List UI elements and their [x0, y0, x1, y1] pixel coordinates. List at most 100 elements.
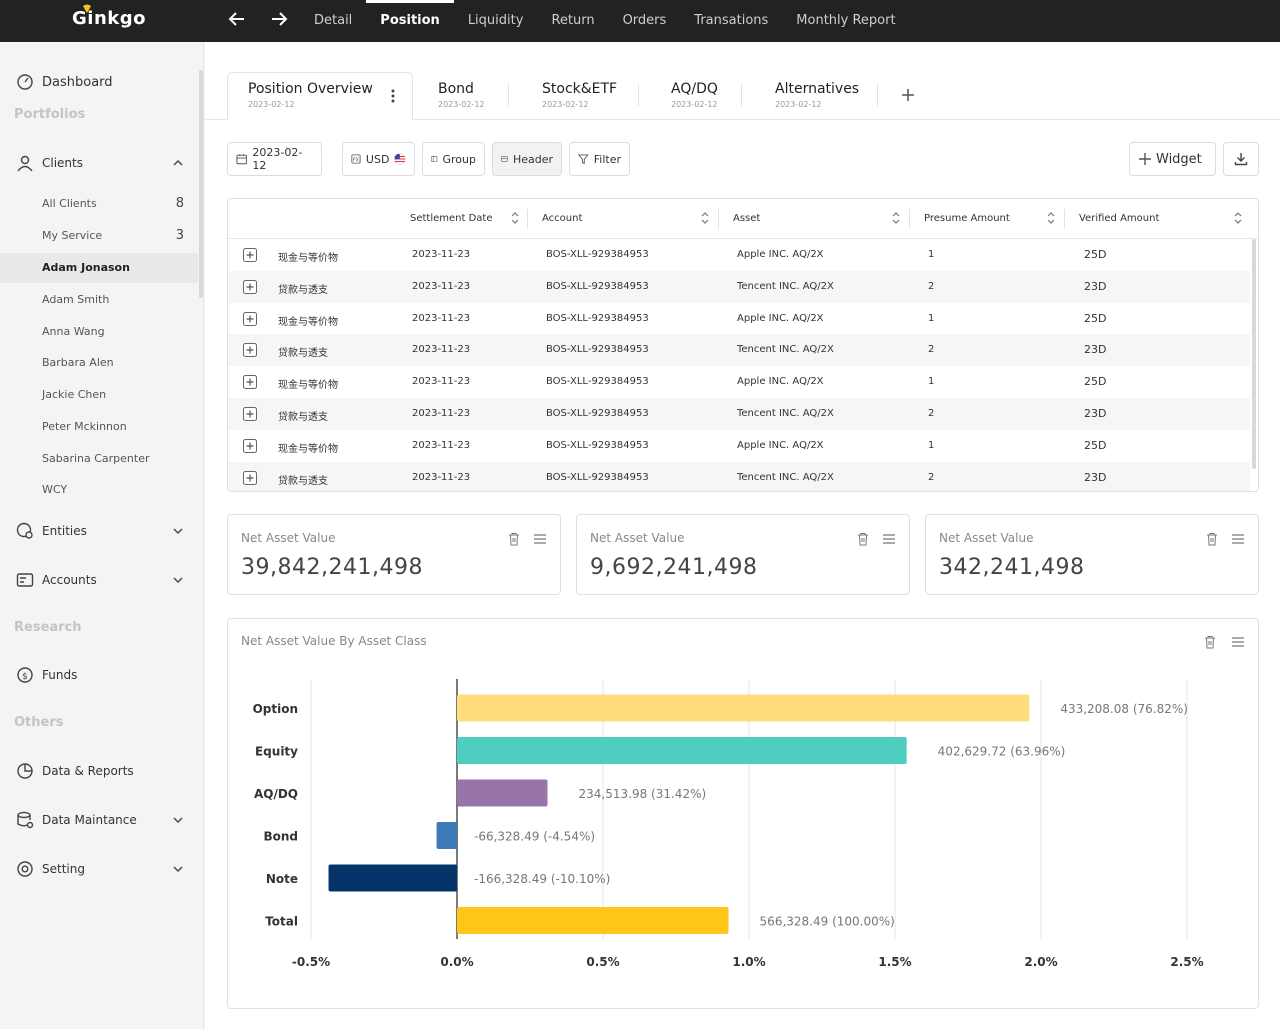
currency-button[interactable]: FX USD — [342, 142, 415, 176]
trash-icon[interactable] — [857, 532, 869, 546]
tab-divider — [877, 84, 878, 106]
client-item[interactable]: Sabarina Carpenter — [0, 444, 198, 474]
menu-icon[interactable] — [883, 533, 895, 545]
bar-note — [328, 864, 457, 892]
sort-icon[interactable] — [1233, 209, 1243, 227]
menu-icon[interactable] — [1232, 533, 1244, 545]
client-item[interactable]: Anna Wang — [0, 317, 198, 347]
tab-alternatives[interactable]: Alternatives 2023-02-12 — [775, 72, 859, 120]
add-widget-button[interactable]: Widget — [1129, 142, 1216, 176]
chevron-up-icon[interactable] — [172, 157, 184, 169]
chevron-down-icon[interactable] — [172, 574, 184, 586]
app-logo[interactable]: Ginkgo — [72, 4, 146, 29]
sort-icon[interactable] — [891, 209, 901, 227]
forward-arrow-icon[interactable] — [269, 9, 289, 34]
table-row[interactable]: 现金与等价物 2023-11-23 BOS-XLL-929384953 Apple I… — [228, 430, 1250, 462]
chevron-down-icon[interactable] — [172, 863, 184, 875]
tab-stock-etf[interactable]: Stock&ETF 2023-02-12 — [542, 72, 617, 120]
menu-icon[interactable] — [534, 533, 546, 545]
client-item[interactable]: Adam Jonason — [0, 253, 198, 283]
download-button[interactable] — [1223, 142, 1259, 176]
category-label: Note — [266, 872, 298, 886]
sidebar-item-accounts[interactable]: Accounts — [0, 570, 198, 590]
client-item[interactable]: Peter Mckinnon — [0, 412, 198, 442]
sort-icon[interactable] — [1046, 209, 1056, 227]
col-presume-amount[interactable]: Presume Amount — [924, 213, 1010, 224]
group-button[interactable]: Group — [422, 142, 485, 176]
nav-transations[interactable]: Transations — [694, 13, 769, 28]
date-picker-button[interactable]: 2023-02-12 — [227, 142, 322, 176]
client-item[interactable]: All Clients 8 — [0, 189, 198, 219]
table-row[interactable]: 贷款与透支 2023-11-23 BOS-XLL-929384953 Tencent … — [228, 270, 1250, 303]
dashboard-icon — [17, 74, 33, 90]
row-settlement-date: 2023-11-23 — [412, 471, 471, 483]
sidebar-item-data-maintance[interactable]: Data Maintance — [0, 810, 198, 830]
chevron-down-icon[interactable] — [172, 814, 184, 826]
chevron-down-icon[interactable] — [172, 525, 184, 537]
nav-liquidity[interactable]: Liquidity — [467, 13, 524, 28]
expand-row-icon[interactable] — [243, 470, 257, 485]
table-row[interactable]: 现金与等价物 2023-11-23 BOS-XLL-929384953 Apple I… — [228, 239, 1250, 271]
header-button[interactable]: Header — [492, 142, 562, 176]
filter-button[interactable]: Filter — [569, 142, 630, 176]
x-tick-label: 2.0% — [1024, 955, 1057, 969]
expand-row-icon[interactable] — [243, 407, 257, 421]
more-vertical-icon[interactable] — [391, 89, 395, 103]
user-icon — [17, 155, 33, 172]
client-item[interactable]: Barbara Alen — [0, 348, 198, 378]
col-account[interactable]: Account — [542, 213, 583, 224]
back-arrow-icon[interactable] — [227, 9, 247, 34]
sidebar-item-entities[interactable]: Entities — [0, 521, 198, 541]
client-label: Sabarina Carpenter — [42, 452, 150, 465]
row-asset: Apple INC. AQ/2X — [737, 249, 824, 260]
nav-return[interactable]: Return — [551, 13, 595, 28]
table-row[interactable]: 现金与等价物 2023-11-23 BOS-XLL-929384953 Apple I… — [228, 366, 1250, 398]
column-divider — [1064, 209, 1065, 229]
table-row[interactable]: 贷款与透支 2023-11-23 BOS-XLL-929384953 Tencent … — [228, 398, 1250, 430]
trash-icon[interactable] — [508, 532, 520, 546]
col-asset[interactable]: Asset — [733, 213, 761, 224]
x-tick-label: 0.5% — [586, 955, 619, 969]
col-verified-amount[interactable]: Verified Amount — [1079, 213, 1160, 224]
add-tab-icon[interactable] — [901, 88, 915, 102]
client-label: My Service — [42, 229, 103, 242]
expand-row-icon[interactable] — [243, 375, 257, 390]
nav-orders[interactable]: Orders — [622, 13, 667, 28]
client-item[interactable]: Adam Smith — [0, 285, 198, 315]
expand-row-icon[interactable] — [243, 248, 257, 262]
sidebar-item-setting[interactable]: Setting — [0, 859, 198, 879]
client-item[interactable]: Jackie Chen — [0, 380, 198, 410]
menu-icon[interactable] — [1232, 636, 1244, 648]
table-scrollbar[interactable] — [1252, 239, 1256, 469]
expand-row-icon[interactable] — [243, 279, 257, 294]
nav-position[interactable]: Position — [366, 0, 454, 42]
tab-aq-dq[interactable]: AQ/DQ 2023-02-12 — [671, 72, 718, 120]
expand-row-icon[interactable] — [243, 311, 257, 326]
client-item[interactable]: My Service 3 — [0, 221, 198, 251]
col-settlement-date[interactable]: Settlement Date — [410, 213, 493, 224]
nav-detail[interactable]: Detail — [314, 13, 353, 28]
expand-row-icon[interactable] — [243, 438, 257, 453]
sidebar-item-funds[interactable]: $ Funds — [0, 665, 198, 685]
sidebar-scrollbar[interactable] — [199, 70, 203, 298]
table-row[interactable]: 贷款与透支 2023-11-23 BOS-XLL-929384953 Tencent … — [228, 334, 1250, 367]
table-row[interactable]: 现金与等价物 2023-11-23 BOS-XLL-929384953 Apple I… — [228, 303, 1250, 335]
trash-icon[interactable] — [1204, 635, 1216, 649]
nav-monthly-report[interactable]: Monthly Report — [796, 13, 896, 28]
group-label: Group — [442, 152, 477, 166]
row-category: 现金与等价物 — [278, 443, 338, 455]
nav-card-value: 9,692,241,498 — [590, 555, 758, 580]
expand-row-icon[interactable] — [243, 343, 257, 358]
tab-date: 2023-02-12 — [438, 100, 485, 109]
table-row[interactable]: 贷款与透支 2023-11-23 BOS-XLL-929384953 Tencent … — [228, 461, 1250, 491]
nav-card-title: Net Asset Value — [590, 531, 685, 545]
trash-icon[interactable] — [1206, 532, 1218, 546]
tab-position-overview[interactable]: Position Overview 2023-02-12 — [227, 72, 413, 120]
sidebar-item-data-reports[interactable]: Data & Reports — [0, 761, 198, 781]
sort-icon[interactable] — [510, 209, 520, 227]
tab-bond[interactable]: Bond 2023-02-12 — [438, 72, 485, 120]
client-item[interactable]: WCY — [0, 475, 198, 505]
sort-icon[interactable] — [700, 209, 710, 227]
sidebar-item-dashboard[interactable]: Dashboard — [0, 72, 198, 92]
sidebar-item-clients[interactable]: Clients — [0, 153, 198, 173]
